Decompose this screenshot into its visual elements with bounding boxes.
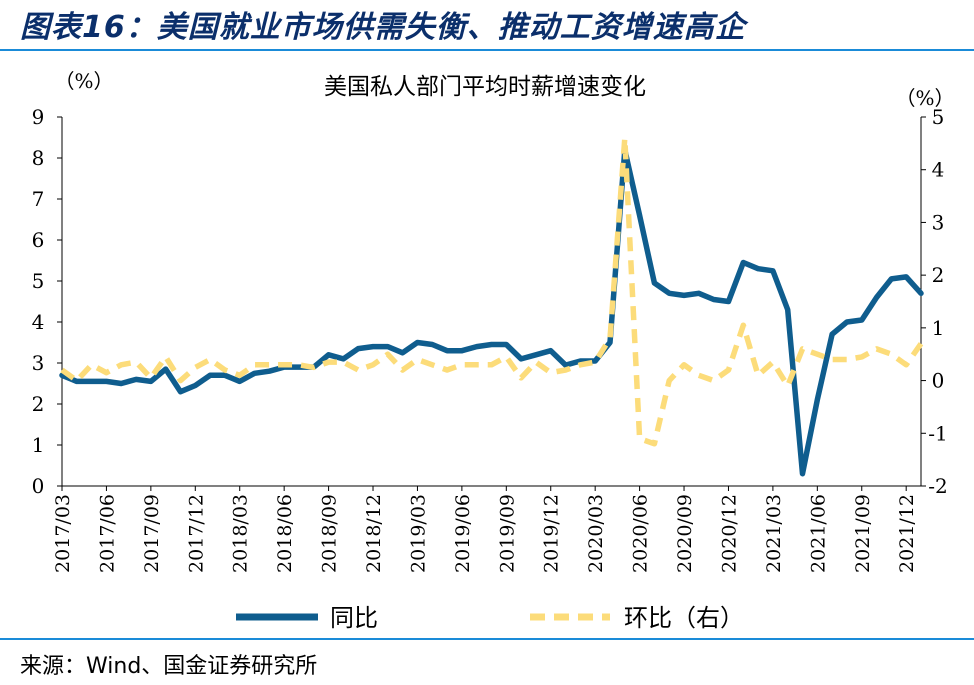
x-tick-label: 2018/09 bbox=[319, 494, 341, 573]
source-note: 来源：Wind、国金证券研究所 bbox=[20, 654, 318, 679]
chart-title: 美国私人部门平均时薪增速变化 bbox=[324, 74, 646, 100]
left-tick-label: 0 bbox=[32, 474, 45, 498]
x-tick-label: 2018/03 bbox=[230, 494, 252, 573]
legend-label-mom: 环比（右） bbox=[624, 604, 744, 632]
x-tick-label: 2017/12 bbox=[185, 494, 207, 573]
right-tick-label: 0 bbox=[932, 369, 945, 393]
x-tick-label: 2018/06 bbox=[274, 494, 296, 573]
x-tick-label: 2020/06 bbox=[630, 494, 652, 573]
x-tick-label: 2019/03 bbox=[407, 494, 429, 573]
right-tick-label: 3 bbox=[932, 210, 945, 234]
x-tick-label: 2021/06 bbox=[807, 494, 829, 573]
x-tick-label: 2019/09 bbox=[496, 494, 518, 573]
figure-title: 图表16：美国就业市场供需失衡、推动工资增速高企 bbox=[20, 10, 746, 45]
x-tick-label: 2017/06 bbox=[96, 494, 118, 573]
right-tick-label: -1 bbox=[928, 421, 947, 445]
x-tick-label: 2021/09 bbox=[852, 494, 874, 573]
right-tick-label: 4 bbox=[932, 158, 945, 182]
left-tick-label: 9 bbox=[32, 105, 45, 129]
left-axis-unit: （%） bbox=[54, 69, 113, 93]
right-axis-unit: （%） bbox=[895, 86, 954, 110]
x-tick-label: 2019/06 bbox=[452, 494, 474, 573]
left-tick-label: 1 bbox=[32, 433, 45, 457]
x-tick-label: 2021/03 bbox=[763, 494, 785, 573]
top-rule bbox=[0, 49, 974, 51]
x-tick-label: 2017/03 bbox=[52, 494, 74, 573]
x-tick-label: 2019/12 bbox=[541, 494, 563, 573]
x-tick-label: 2020/09 bbox=[674, 494, 696, 573]
left-tick-label: 3 bbox=[32, 351, 45, 375]
right-tick-label: 2 bbox=[932, 263, 945, 287]
x-tick-label: 2018/12 bbox=[363, 494, 385, 573]
x-tick-label: 2020/12 bbox=[718, 494, 740, 573]
left-tick-label: 6 bbox=[32, 228, 45, 252]
x-tick-label: 2017/09 bbox=[141, 494, 163, 573]
x-tick-label: 2020/03 bbox=[585, 494, 607, 573]
left-tick-label: 7 bbox=[32, 187, 45, 211]
x-tick-label: 2021/12 bbox=[896, 494, 918, 573]
left-tick-label: 2 bbox=[32, 392, 45, 416]
legend-label-yoy: 同比 bbox=[330, 604, 378, 632]
right-tick-label: 1 bbox=[932, 316, 945, 340]
left-tick-label: 4 bbox=[32, 310, 45, 334]
left-tick-label: 5 bbox=[32, 269, 45, 293]
bottom-rule bbox=[0, 638, 974, 640]
right-tick-label: 5 bbox=[932, 105, 945, 129]
series-line-yoy bbox=[59, 147, 924, 477]
right-tick-label: -2 bbox=[928, 474, 947, 498]
series-line-mom bbox=[60, 135, 924, 447]
left-tick-label: 8 bbox=[32, 146, 45, 170]
